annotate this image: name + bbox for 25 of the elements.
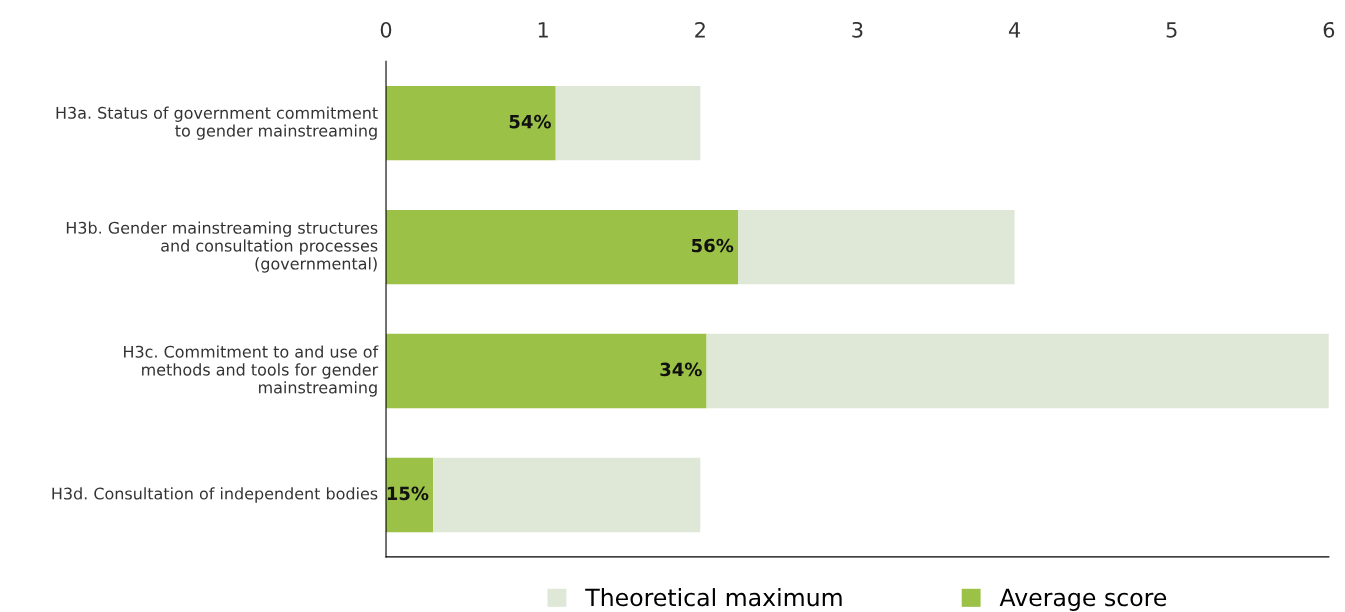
annotation: 15% (387, 486, 429, 501)
legend-label: Theoretical maximum (585, 588, 842, 607)
x-tick-label: 5 (1166, 22, 1177, 38)
x-tick-label: 3 (852, 21, 863, 38)
bar (386, 333, 707, 409)
legend-label: Average score (999, 588, 1167, 611)
y-tick-label: H3b. Gender mainstreaming structures and consultation processes (governmental) (66, 221, 378, 273)
annotation: 54% (509, 114, 551, 129)
y-tick-label: H3a. Status of government commitment to gender mainstreaming (56, 106, 378, 140)
x-tick-label: 1 (538, 22, 548, 38)
bar (706, 333, 1329, 409)
x-tick-label: 2 (695, 21, 705, 38)
y-tick-label: H3c. Commitment to and use of methods and tools for gender mainstreaming (124, 345, 379, 397)
bar (433, 457, 701, 533)
annotation: 56% (692, 238, 734, 253)
x-tick-label: 0 (380, 21, 392, 38)
bar (555, 85, 701, 161)
bar (738, 209, 1015, 285)
y-tick-label: H3d. Consultation of independent bodies (52, 487, 378, 503)
bar (386, 209, 739, 285)
bar (386, 457, 434, 533)
x-tick-label: 4 (1008, 22, 1021, 38)
bar (386, 85, 556, 161)
annotation: 34% (660, 362, 702, 377)
x-tick-label: 6 (1323, 21, 1335, 38)
